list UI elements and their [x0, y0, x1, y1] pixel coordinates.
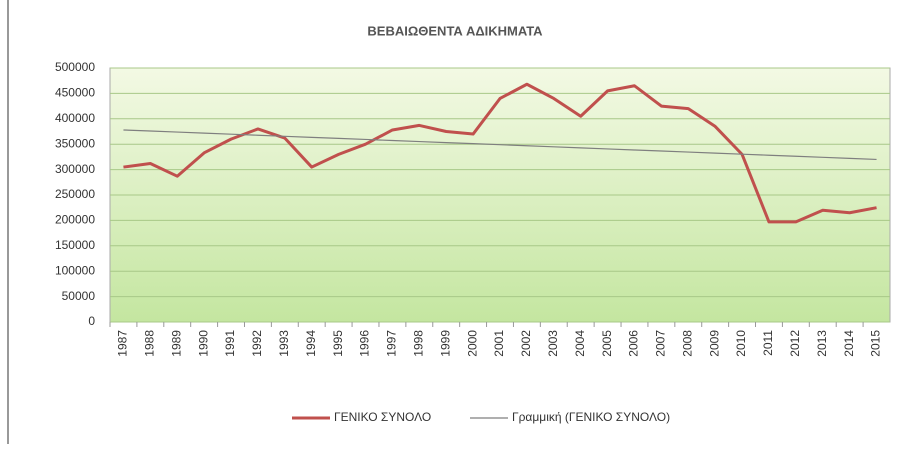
y-tick-label: 250000	[55, 187, 95, 201]
y-tick-label: 400000	[55, 111, 95, 125]
y-tick-label: 150000	[55, 238, 95, 252]
y-tick-label: 100000	[55, 263, 95, 277]
x-tick-label: 2008	[680, 330, 694, 357]
x-tick-label: 2005	[600, 330, 614, 357]
x-tick-label: 2006	[627, 330, 641, 357]
x-tick-label: 1989	[169, 330, 183, 357]
trend-line	[123, 129, 877, 161]
x-tick-label: 2013	[815, 330, 829, 357]
x-tick-label: 2002	[519, 330, 533, 357]
x-tick-label: 2000	[465, 330, 479, 357]
chart-title: ΒΕΒΑΙΩΘΕΝΤΑ ΑΔΙΚΗΜΑΤΑ	[367, 23, 543, 38]
x-tick-label: 1996	[358, 330, 372, 357]
x-tick-label: 2009	[707, 330, 721, 357]
y-tick-label: 350000	[55, 136, 95, 150]
x-tick-label: 1999	[438, 330, 452, 357]
x-tick-label: 2001	[492, 330, 506, 357]
x-tick-label: 1987	[116, 330, 130, 357]
x-tick-label: 1993	[277, 330, 291, 357]
x-tick-label: 1991	[223, 330, 237, 357]
x-tick-label: 1990	[196, 330, 210, 357]
x-tick-label: 2010	[734, 330, 748, 357]
y-tick-label: 50000	[62, 289, 96, 303]
y-tick-label: 450000	[55, 86, 95, 100]
y-tick-label: 0	[88, 314, 95, 328]
x-tick-label: 2003	[546, 330, 560, 357]
legend-label: Γραμμική (ΓΕΝΙΚΟ ΣΥΝΟΛΟ)	[512, 410, 670, 424]
y-tick-label: 300000	[55, 162, 95, 176]
x-tick-label: 1992	[250, 330, 264, 357]
x-tick-label: 2015	[869, 330, 883, 357]
x-tick-label: 2011	[761, 330, 775, 356]
x-tick-label: 2014	[842, 330, 856, 357]
data-line	[123, 82, 877, 224]
x-tick-label: 2007	[654, 330, 668, 357]
y-tick-label: 200000	[55, 213, 95, 227]
x-tick-label: 1994	[304, 330, 318, 357]
x-tick-label: 2012	[788, 330, 802, 357]
x-tick-label: 1997	[385, 330, 399, 357]
x-tick-label: 1988	[143, 330, 157, 357]
y-tick-label: 500000	[55, 60, 95, 74]
legend-label: ΓΕΝΙΚΟ ΣΥΝΟΛΟ	[334, 410, 431, 424]
x-tick-label: 2004	[573, 330, 587, 357]
x-tick-label: 1998	[411, 330, 425, 357]
x-tick-label: 1995	[331, 330, 345, 357]
